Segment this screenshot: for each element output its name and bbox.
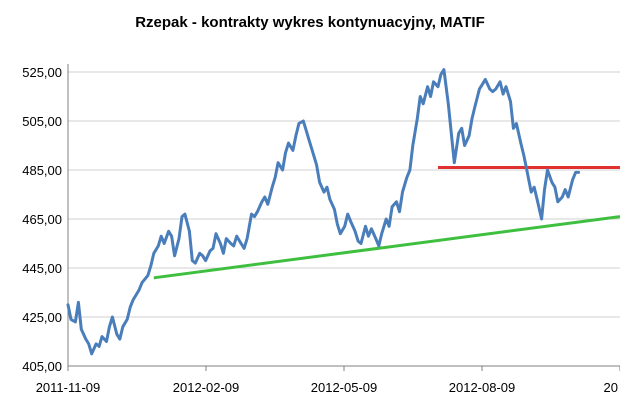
y-tick-label: 525,00 bbox=[22, 65, 62, 80]
x-tick-label: 2012-02-09 bbox=[173, 380, 240, 395]
y-tick-label: 465,00 bbox=[22, 212, 62, 227]
x-tick-label: 2012-05-09 bbox=[311, 380, 378, 395]
y-tick-label: 405,00 bbox=[22, 359, 62, 374]
chart-title: Rzepak - kontrakty wykres kontynuacyjny,… bbox=[135, 14, 485, 31]
y-tick-label: 485,00 bbox=[22, 163, 62, 178]
y-tick-label: 425,00 bbox=[22, 310, 62, 325]
x-tick-label: 2011-11-09 bbox=[36, 380, 101, 395]
y-tick-label: 505,00 bbox=[22, 114, 62, 129]
x-tick-label: 20 bbox=[604, 380, 618, 395]
support-trendline bbox=[153, 215, 620, 280]
price-series-line bbox=[66, 68, 581, 356]
x-tick-label: 2012-08-09 bbox=[449, 380, 516, 395]
y-tick-label: 445,00 bbox=[22, 261, 62, 276]
